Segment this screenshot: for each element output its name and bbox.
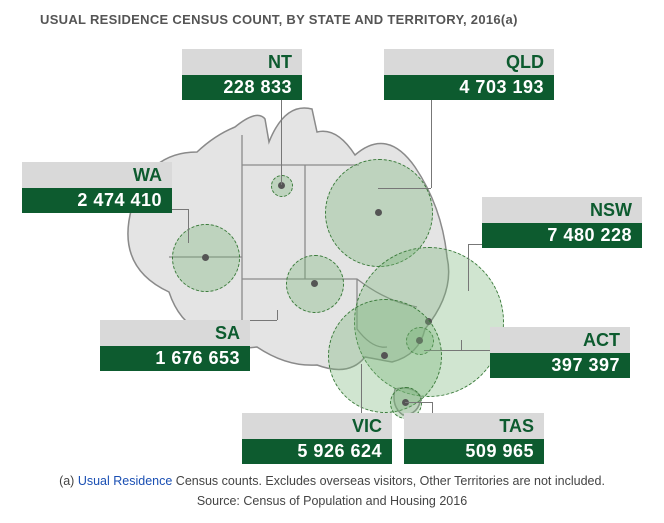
state-value-vic: 5 926 624 (242, 439, 392, 465)
leader-nt (281, 97, 282, 185)
footnote-prefix: (a) (59, 474, 78, 488)
state-abbrev-act: ACT (490, 327, 630, 353)
footnote: (a) Usual Residence Census counts. Exclu… (12, 471, 652, 511)
state-abbrev-tas: TAS (404, 413, 544, 439)
leader-sa (277, 310, 278, 320)
leader-nsw (468, 244, 469, 291)
state-label-act: ACT397 397 (490, 327, 630, 378)
leader-h-sa (250, 320, 277, 321)
leader-wa (188, 209, 189, 243)
center-dot-wa (202, 254, 209, 261)
state-label-qld: QLD4 703 193 (384, 49, 554, 100)
page-title: USUAL RESIDENCE CENSUS COUNT, BY STATE A… (40, 12, 652, 27)
state-abbrev-qld: QLD (384, 49, 554, 75)
leader-tas (432, 402, 433, 413)
state-value-wa: 2 474 410 (22, 188, 172, 214)
state-value-nsw: 7 480 228 (482, 223, 642, 249)
leader-h-tas (405, 402, 432, 403)
map-canvas: NT228 833 QLD4 703 193 WA2 474 410 NSW7 480… (12, 37, 652, 467)
state-value-qld: 4 703 193 (384, 75, 554, 101)
state-abbrev-vic: VIC (242, 413, 392, 439)
state-label-tas: TAS509 965 (404, 413, 544, 464)
leader-act (461, 340, 462, 350)
leader-vic (361, 364, 362, 413)
center-dot-qld (375, 209, 382, 216)
leader-h-qld (378, 188, 431, 189)
source-text: Source: Census of Population and Housing… (197, 494, 467, 508)
state-label-vic: VIC5 926 624 (242, 413, 392, 464)
state-value-nt: 228 833 (182, 75, 302, 101)
state-label-nt: NT228 833 (182, 49, 302, 100)
leader-h-wa (172, 209, 188, 210)
state-abbrev-sa: SA (100, 320, 250, 346)
leader-qld (431, 97, 432, 188)
footnote-rest: Census counts. Excludes overseas visitor… (172, 474, 605, 488)
state-value-sa: 1 676 653 (100, 346, 250, 372)
state-label-nsw: NSW7 480 228 (482, 197, 642, 248)
center-dot-vic (381, 352, 388, 359)
usual-residence-link[interactable]: Usual Residence (78, 474, 173, 488)
leader-h-nsw (468, 244, 482, 245)
state-abbrev-nt: NT (182, 49, 302, 75)
state-value-act: 397 397 (490, 353, 630, 379)
center-dot-sa (311, 280, 318, 287)
state-abbrev-wa: WA (22, 162, 172, 188)
state-label-sa: SA1 676 653 (100, 320, 250, 371)
state-value-tas: 509 965 (404, 439, 544, 465)
state-label-wa: WA2 474 410 (22, 162, 172, 213)
state-abbrev-nsw: NSW (482, 197, 642, 223)
